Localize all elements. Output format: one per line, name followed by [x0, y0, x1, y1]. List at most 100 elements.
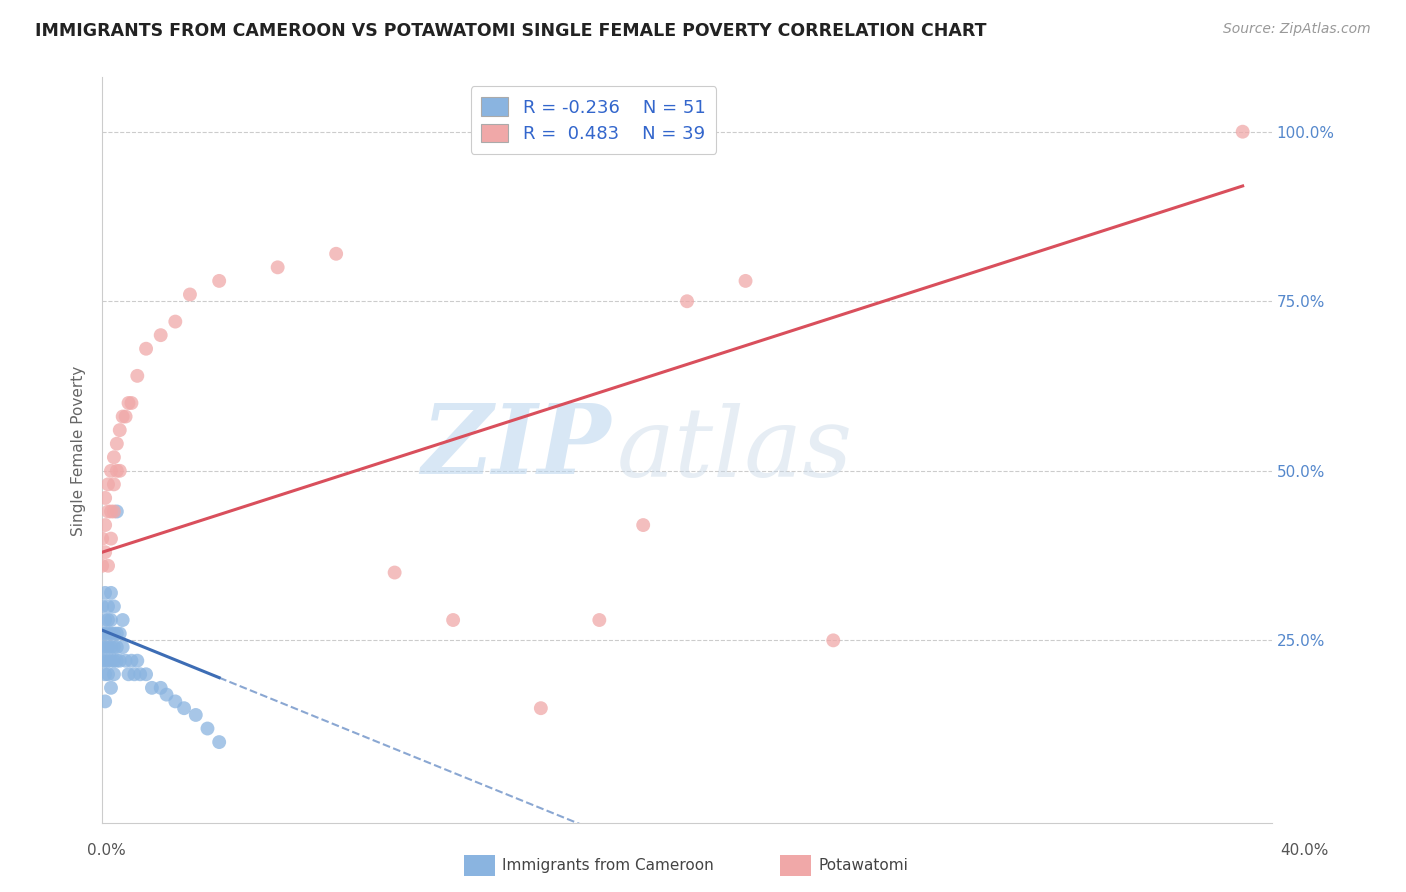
Point	[97, 599, 120, 614]
Text: 0.0%: 0.0%	[87, 843, 127, 858]
Point	[97, 613, 120, 627]
Point	[208, 274, 231, 288]
Point	[105, 464, 128, 478]
Point	[97, 558, 120, 573]
Point	[103, 477, 125, 491]
Point	[141, 681, 163, 695]
Point	[266, 260, 288, 275]
Point	[94, 586, 117, 600]
Point	[100, 626, 122, 640]
Point	[100, 586, 122, 600]
Point	[155, 688, 177, 702]
Point	[105, 640, 128, 654]
Point	[108, 626, 131, 640]
Point	[325, 247, 347, 261]
Text: Immigrants from Cameroon: Immigrants from Cameroon	[502, 858, 714, 872]
Point	[588, 613, 610, 627]
Point	[734, 274, 756, 288]
Point	[94, 545, 117, 559]
Point	[384, 566, 406, 580]
Point	[184, 708, 207, 723]
Point	[100, 654, 122, 668]
Point	[135, 667, 157, 681]
Point	[94, 640, 117, 654]
Point	[114, 409, 136, 424]
Point	[97, 640, 120, 654]
Point	[94, 626, 117, 640]
Point	[91, 626, 114, 640]
Point	[111, 409, 134, 424]
Point	[94, 613, 117, 627]
Point	[120, 654, 142, 668]
Point	[103, 667, 125, 681]
Point	[631, 518, 654, 533]
Point	[94, 518, 117, 533]
Point	[91, 599, 114, 614]
Text: atlas: atlas	[617, 403, 853, 498]
Point	[105, 436, 128, 450]
Point	[676, 294, 699, 309]
Point	[441, 613, 464, 627]
Point	[173, 701, 195, 715]
Point	[103, 640, 125, 654]
Point	[105, 504, 128, 518]
Point	[117, 667, 139, 681]
Point	[94, 667, 117, 681]
Text: 40.0%: 40.0%	[1281, 843, 1329, 858]
Point	[100, 640, 122, 654]
Point	[208, 735, 231, 749]
Point	[1232, 125, 1254, 139]
Text: IMMIGRANTS FROM CAMEROON VS POTAWATOMI SINGLE FEMALE POVERTY CORRELATION CHART: IMMIGRANTS FROM CAMEROON VS POTAWATOMI S…	[35, 22, 987, 40]
Point	[197, 722, 219, 736]
Point	[179, 287, 201, 301]
Point	[117, 396, 139, 410]
Point	[91, 558, 114, 573]
Point	[97, 626, 120, 640]
Point	[100, 681, 122, 695]
Point	[108, 654, 131, 668]
Point	[127, 654, 149, 668]
Point	[103, 654, 125, 668]
Point	[91, 532, 114, 546]
Point	[149, 328, 172, 343]
Point	[127, 368, 149, 383]
Point	[120, 396, 142, 410]
Point	[103, 504, 125, 518]
Point	[105, 654, 128, 668]
Point	[103, 626, 125, 640]
Point	[124, 667, 146, 681]
Point	[97, 504, 120, 518]
Text: ZIP: ZIP	[422, 400, 612, 494]
Point	[114, 654, 136, 668]
Point	[105, 626, 128, 640]
Point	[111, 613, 134, 627]
Point	[94, 654, 117, 668]
Text: Source: ZipAtlas.com: Source: ZipAtlas.com	[1223, 22, 1371, 37]
Point	[94, 491, 117, 505]
Text: Potawatomi: Potawatomi	[818, 858, 908, 872]
Point	[135, 342, 157, 356]
Point	[94, 694, 117, 708]
Point	[100, 504, 122, 518]
Point	[97, 654, 120, 668]
Point	[108, 423, 131, 437]
Point	[530, 701, 553, 715]
Point	[97, 477, 120, 491]
Point	[103, 450, 125, 465]
Point	[108, 464, 131, 478]
Y-axis label: Single Female Poverty: Single Female Poverty	[72, 366, 86, 535]
Point	[165, 315, 187, 329]
Point	[129, 667, 152, 681]
Point	[100, 464, 122, 478]
Legend: R = -0.236    N = 51, R =  0.483    N = 39: R = -0.236 N = 51, R = 0.483 N = 39	[471, 87, 717, 154]
Point	[103, 599, 125, 614]
Point	[111, 640, 134, 654]
Point	[91, 654, 114, 668]
Point	[100, 532, 122, 546]
Point	[97, 667, 120, 681]
Point	[100, 613, 122, 627]
Point	[149, 681, 172, 695]
Point	[823, 633, 845, 648]
Point	[91, 640, 114, 654]
Point	[165, 694, 187, 708]
